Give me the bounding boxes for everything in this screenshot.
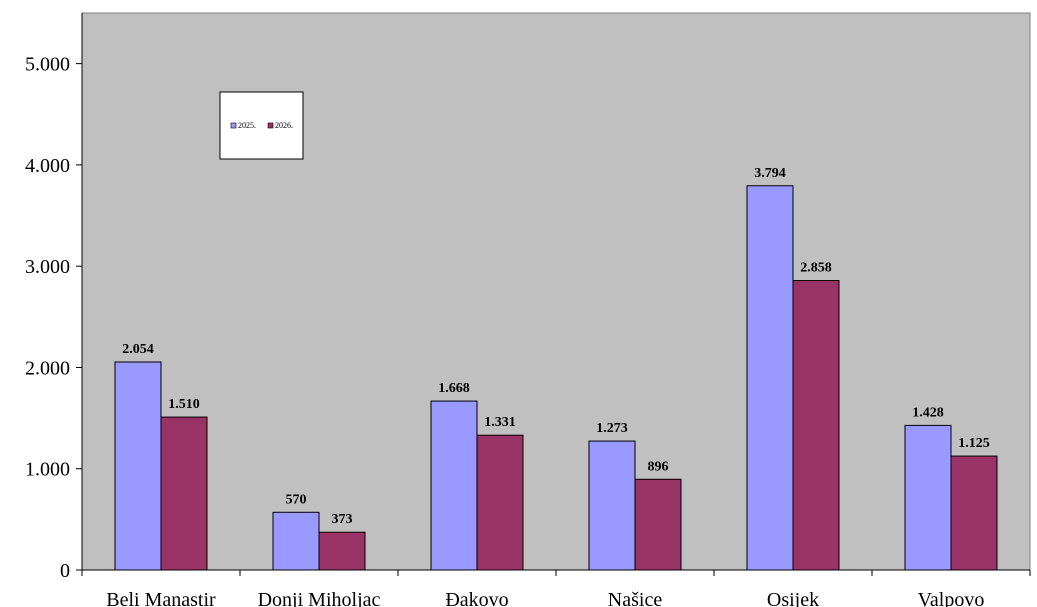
- data-label: 3.794: [754, 166, 786, 181]
- y-tick-label: 0: [60, 560, 70, 582]
- x-tick-label: Osijek: [767, 589, 819, 607]
- bar-2026-4: [792, 280, 840, 571]
- data-label: 896: [648, 459, 669, 474]
- bar-2025-4: [746, 185, 794, 571]
- x-tick-label: Donji Miholjac: [258, 589, 381, 607]
- data-label: 1.125: [958, 436, 990, 451]
- bar-2025-2: [430, 400, 478, 571]
- x-axis: Beli Manastir Donji Miholjac Đakovo Našice O…: [81, 569, 1031, 607]
- legend: 2025. 2026.: [219, 91, 304, 160]
- bar-2026-2: [476, 434, 524, 571]
- bar-2026-1: [318, 531, 366, 571]
- x-tick-label: Beli Manastir: [106, 589, 216, 607]
- bar-2025-0: [114, 361, 162, 571]
- bar-2026-5: [950, 455, 998, 571]
- data-label: 1.510: [168, 397, 200, 412]
- y-tick-label: 2.000: [25, 357, 70, 379]
- x-tick-label: Valpovo: [918, 589, 985, 607]
- y-tick-label: 1.000: [25, 459, 70, 481]
- bar-2026-0: [160, 416, 208, 571]
- legend-swatch: [267, 122, 274, 129]
- data-label: 2.054: [122, 342, 154, 357]
- x-tick-label: Našice: [608, 589, 663, 607]
- bar-2025-3: [588, 440, 636, 571]
- y-tick-label: 3.000: [25, 256, 70, 278]
- data-label: 373: [332, 512, 353, 527]
- bar-2025-1: [272, 511, 320, 571]
- y-axis: 0 1.000 2.000 3.000 4.000 5.000: [25, 13, 83, 582]
- data-label: 1.331: [484, 415, 516, 430]
- y-tick-label: 5.000: [25, 54, 70, 76]
- x-tick-label: Đakovo: [445, 589, 508, 607]
- data-label: 2.858: [800, 261, 832, 276]
- data-label: 1.668: [438, 381, 470, 396]
- legend-label: 2025.: [238, 121, 256, 130]
- data-label: 1.273: [596, 421, 628, 436]
- y-tick-label: 4.000: [25, 155, 70, 177]
- bar-2025-5: [904, 424, 952, 571]
- legend-swatch: [230, 122, 237, 129]
- bar-2026-3: [634, 478, 682, 571]
- data-label: 1.428: [912, 405, 944, 420]
- bars: 2.054 570 1.668 1.273 3.794 1.428 1.510 373 1.33…: [114, 166, 998, 571]
- data-label: 570: [286, 492, 307, 507]
- legend-label: 2026.: [275, 121, 293, 130]
